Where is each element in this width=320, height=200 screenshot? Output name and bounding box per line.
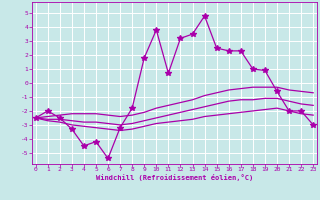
X-axis label: Windchill (Refroidissement éolien,°C): Windchill (Refroidissement éolien,°C)	[96, 174, 253, 181]
